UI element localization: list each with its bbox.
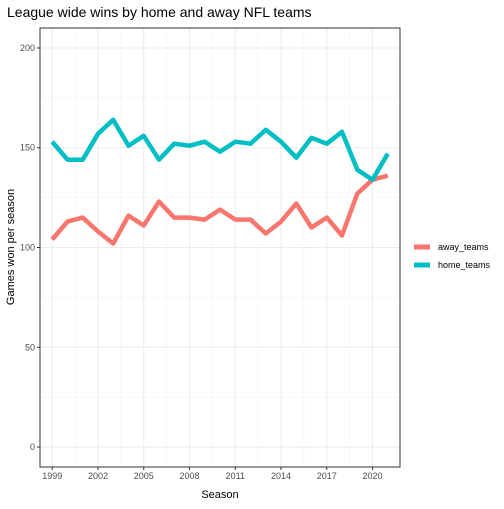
y-axis-title: Games won per season bbox=[5, 189, 17, 305]
x-axis: 1999 2002 2005 2008 2011 2014 2017 2020 bbox=[42, 467, 383, 481]
series-line-home-teams bbox=[50, 117, 390, 182]
chart-title: League wide wins by home and away NFL te… bbox=[7, 4, 312, 20]
legend: away_teams home_teams bbox=[414, 242, 491, 270]
x-tick-label: 2017 bbox=[317, 471, 337, 481]
x-axis-title: Season bbox=[201, 489, 238, 501]
x-tick-label: 2020 bbox=[363, 471, 383, 481]
grid bbox=[40, 28, 400, 467]
y-axis: 0 50 100 150 200 bbox=[20, 43, 40, 452]
series-line-away-teams bbox=[50, 173, 389, 246]
series-group bbox=[50, 117, 390, 246]
legend-label-away-teams: away_teams bbox=[438, 242, 489, 252]
x-tick-label: 2002 bbox=[88, 471, 108, 481]
y-tick-label: 150 bbox=[20, 143, 35, 153]
legend-label-home-teams: home_teams bbox=[438, 260, 491, 270]
x-tick-label: 2008 bbox=[179, 471, 199, 481]
x-tick-label: 2011 bbox=[226, 471, 245, 481]
x-tick-label: 2014 bbox=[271, 471, 291, 481]
y-tick-label: 100 bbox=[20, 243, 35, 253]
x-tick-label: 1999 bbox=[42, 471, 62, 481]
x-tick-label: 2005 bbox=[134, 471, 154, 481]
y-tick-label: 200 bbox=[20, 43, 35, 53]
y-tick-label: 50 bbox=[25, 342, 35, 352]
y-tick-label: 0 bbox=[30, 442, 35, 452]
